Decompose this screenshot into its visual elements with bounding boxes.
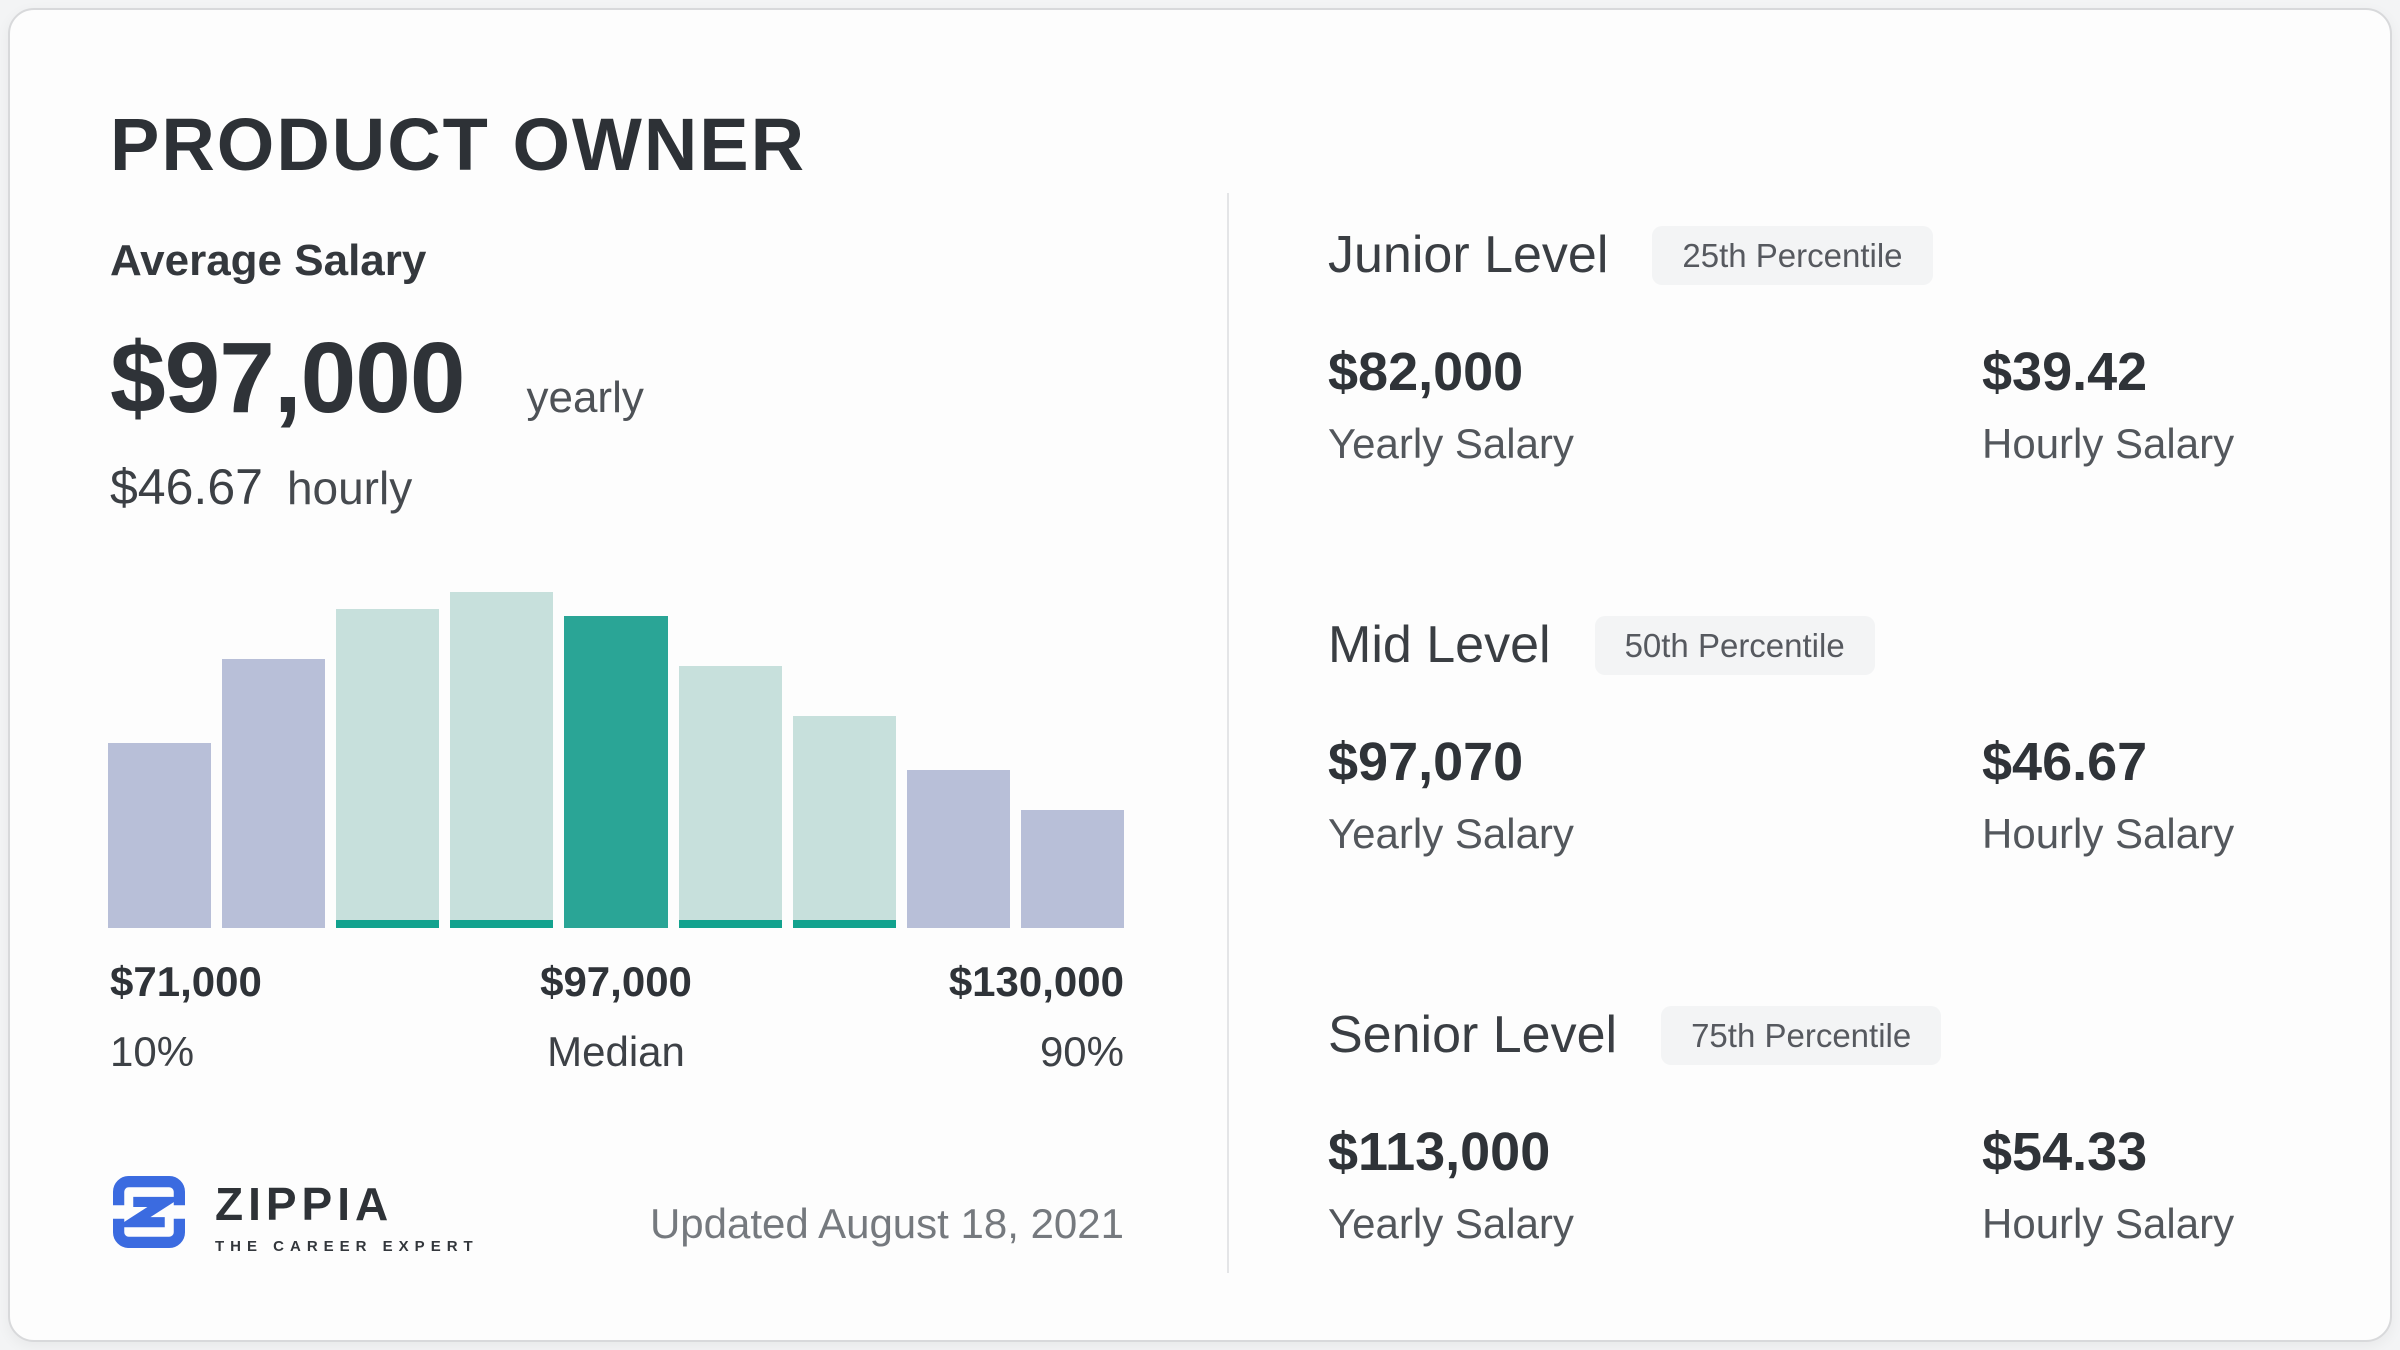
level-section-senior: Senior Level 75th Percentile $113,000 Ye… <box>1328 1004 2288 1248</box>
zippia-z-icon <box>113 1176 185 1248</box>
level-section-junior: Junior Level 25th Percentile $82,000 Yea… <box>1328 224 2288 468</box>
median-caption: Median <box>547 1028 685 1075</box>
average-yearly-row: $97,000 yearly <box>110 318 644 438</box>
level-values: $97,070 Yearly Salary $46.67 Hourly Sala… <box>1328 732 2288 858</box>
histogram-bar-underline <box>792 920 896 928</box>
column-divider <box>1227 193 1229 1273</box>
average-yearly-amount: $97,000 <box>110 322 465 434</box>
zippia-logo[interactable]: ZIPPIA THE CAREER EXPERT <box>113 1176 479 1255</box>
histogram-bar <box>564 615 668 928</box>
level-header: Junior Level 25th Percentile <box>1328 224 2288 286</box>
yearly-salary-block: $113,000 Yearly Salary <box>1328 1122 1982 1248</box>
average-yearly-unit: yearly <box>526 373 644 422</box>
percentile-10-value: $71,000 <box>110 958 262 1005</box>
percentile-badge: 25th Percentile <box>1652 225 1933 285</box>
hourly-salary-value: $39.42 <box>1982 342 2148 402</box>
level-values: $82,000 Yearly Salary $39.42 Hourly Sala… <box>1328 342 2288 468</box>
level-name: Senior Level <box>1328 1006 1618 1064</box>
hourly-salary-label: Hourly Salary <box>1982 810 2235 857</box>
percentile-90-value: $130,000 <box>948 958 1124 1005</box>
hourly-salary-value: $54.33 <box>1982 1122 2148 1182</box>
histogram-bar <box>222 659 326 928</box>
level-name: Junior Level <box>1328 226 1609 284</box>
brand-tagline: THE CAREER EXPERT <box>215 1238 479 1255</box>
yearly-salary-label: Yearly Salary <box>1328 810 1574 857</box>
brand-name: ZIPPIA <box>215 1178 394 1230</box>
percentile-badge: 75th Percentile <box>1661 1005 1942 1065</box>
histogram-bar <box>450 592 554 928</box>
histogram-bar <box>792 716 896 928</box>
page-title: PRODUCT OWNER <box>110 103 807 186</box>
hourly-salary-block: $39.42 Hourly Salary <box>1982 342 2234 468</box>
percentile-badge: 50th Percentile <box>1594 615 1875 675</box>
percentile-10-label: $71,000 10% <box>110 958 262 1076</box>
percentile-10-caption: 10% <box>110 1028 195 1075</box>
yearly-salary-block: $97,070 Yearly Salary <box>1328 732 1982 858</box>
yearly-salary-value: $82,000 <box>1328 342 1524 402</box>
yearly-salary-label: Yearly Salary <box>1328 1200 1574 1247</box>
yearly-salary-value: $113,000 <box>1328 1122 1551 1182</box>
yearly-salary-block: $82,000 Yearly Salary <box>1328 342 1982 468</box>
brand-text: ZIPPIA THE CAREER EXPERT <box>215 1176 479 1255</box>
average-hourly-unit: hourly <box>286 462 413 514</box>
hourly-salary-label: Hourly Salary <box>1982 420 2235 467</box>
histogram-bar-underline <box>450 920 554 928</box>
histogram-bar <box>108 743 212 928</box>
percentile-90-caption: 90% <box>1039 1028 1124 1075</box>
average-hourly-row: $46.67 hourly <box>110 458 412 516</box>
level-section-mid: Mid Level 50th Percentile $97,070 Yearly… <box>1328 614 2288 858</box>
hourly-salary-block: $46.67 Hourly Salary <box>1982 732 2234 858</box>
median-value: $97,000 <box>540 958 692 1005</box>
histogram-bar <box>906 770 1010 928</box>
average-hourly-amount: $46.67 <box>110 459 263 515</box>
level-name: Mid Level <box>1328 616 1551 674</box>
yearly-salary-label: Yearly Salary <box>1328 420 1574 467</box>
yearly-salary-value: $97,070 <box>1328 732 1524 792</box>
level-values: $113,000 Yearly Salary $54.33 Hourly Sal… <box>1328 1122 2288 1248</box>
percentile-90-label: $130,000 90% <box>949 958 1124 1076</box>
level-header: Senior Level 75th Percentile <box>1328 1004 2288 1066</box>
histogram-bar <box>1020 810 1124 928</box>
average-salary-label: Average Salary <box>110 236 427 285</box>
level-header: Mid Level 50th Percentile <box>1328 614 2288 676</box>
updated-date-text: Updated August 18, 2021 <box>649 1200 1124 1247</box>
median-label: $97,000 Median <box>540 958 692 1076</box>
hourly-salary-label: Hourly Salary <box>1982 1200 2235 1247</box>
histogram-bar <box>336 608 440 928</box>
salary-histogram <box>108 592 1124 928</box>
histogram-axis-labels: $71,000 10% $97,000 Median $130,000 90% <box>108 958 1124 1098</box>
hourly-salary-block: $54.33 Hourly Salary <box>1982 1122 2234 1248</box>
histogram-bar-underline <box>336 920 440 928</box>
histogram-bar <box>678 665 782 928</box>
histogram-bar-underline <box>678 920 782 928</box>
salary-card: PRODUCT OWNER Average Salary $97,000 yea… <box>8 8 2392 1342</box>
hourly-salary-value: $46.67 <box>1982 732 2148 792</box>
